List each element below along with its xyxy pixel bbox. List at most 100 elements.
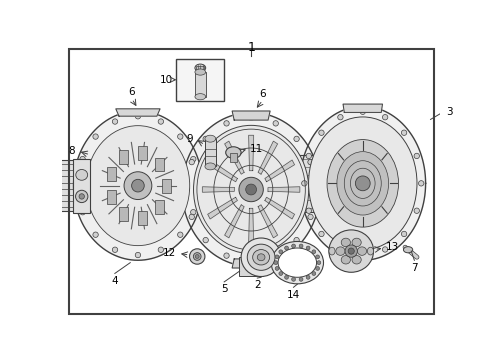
Polygon shape [208, 160, 237, 182]
Ellipse shape [241, 238, 281, 276]
Circle shape [191, 156, 196, 162]
Bar [155, 200, 164, 214]
Text: 4: 4 [112, 276, 118, 286]
Circle shape [313, 187, 318, 192]
Circle shape [279, 271, 283, 275]
Circle shape [279, 250, 283, 254]
Ellipse shape [195, 69, 206, 75]
Circle shape [285, 275, 289, 279]
Ellipse shape [341, 238, 350, 247]
Circle shape [275, 266, 279, 270]
Circle shape [135, 113, 141, 119]
Polygon shape [224, 205, 244, 238]
Text: 7: 7 [411, 263, 417, 273]
Polygon shape [249, 135, 253, 171]
Ellipse shape [257, 254, 265, 261]
Circle shape [224, 121, 229, 126]
Circle shape [302, 181, 307, 186]
Polygon shape [268, 187, 300, 192]
Text: 3: 3 [446, 107, 453, 117]
Circle shape [306, 153, 312, 159]
Polygon shape [265, 197, 294, 219]
Polygon shape [224, 141, 244, 174]
Circle shape [414, 208, 419, 213]
Polygon shape [258, 141, 278, 174]
Circle shape [338, 247, 343, 252]
Ellipse shape [195, 94, 206, 100]
Polygon shape [249, 208, 253, 244]
Ellipse shape [341, 256, 350, 264]
Bar [176, 59, 224, 101]
Ellipse shape [253, 249, 270, 265]
Circle shape [360, 252, 366, 258]
Circle shape [308, 159, 313, 165]
Circle shape [239, 177, 263, 202]
Circle shape [308, 214, 313, 220]
Circle shape [275, 255, 279, 259]
Ellipse shape [368, 247, 373, 255]
Circle shape [177, 134, 183, 139]
Text: 10: 10 [159, 75, 172, 85]
Circle shape [306, 208, 312, 213]
Circle shape [224, 253, 229, 258]
Ellipse shape [309, 117, 417, 250]
Circle shape [360, 109, 366, 114]
Circle shape [319, 130, 324, 135]
Circle shape [312, 271, 316, 275]
Circle shape [189, 159, 195, 165]
Circle shape [124, 172, 152, 199]
Polygon shape [116, 109, 160, 116]
Circle shape [414, 153, 419, 159]
Polygon shape [300, 106, 426, 260]
Circle shape [93, 232, 98, 237]
Circle shape [112, 247, 118, 252]
Text: 5: 5 [221, 284, 227, 294]
Text: 11: 11 [249, 144, 263, 154]
Ellipse shape [120, 165, 156, 206]
Circle shape [382, 114, 388, 120]
Circle shape [294, 238, 299, 243]
Circle shape [112, 119, 118, 124]
Circle shape [93, 134, 98, 139]
Circle shape [292, 278, 295, 281]
Circle shape [306, 246, 310, 250]
Bar [205, 139, 216, 166]
Circle shape [158, 119, 164, 124]
Bar [162, 179, 171, 193]
Bar [196, 66, 204, 76]
Ellipse shape [194, 125, 309, 254]
Ellipse shape [336, 247, 345, 255]
Circle shape [196, 255, 199, 258]
Ellipse shape [327, 140, 398, 227]
Polygon shape [74, 111, 202, 260]
Ellipse shape [329, 247, 335, 255]
Polygon shape [232, 111, 270, 120]
Polygon shape [258, 205, 278, 238]
Bar [138, 211, 147, 225]
Circle shape [273, 121, 278, 126]
Circle shape [158, 247, 164, 252]
Circle shape [248, 115, 254, 121]
Circle shape [132, 179, 144, 192]
Polygon shape [208, 197, 237, 219]
Circle shape [348, 248, 354, 254]
Ellipse shape [195, 64, 206, 72]
Polygon shape [232, 259, 270, 268]
Circle shape [79, 194, 84, 199]
Bar [239, 257, 263, 276]
Circle shape [75, 190, 88, 203]
Text: 6: 6 [128, 87, 135, 97]
Ellipse shape [205, 135, 216, 142]
Circle shape [191, 210, 196, 215]
Circle shape [190, 249, 205, 264]
Text: 2: 2 [254, 280, 261, 291]
Bar [229, 153, 237, 162]
Circle shape [177, 232, 183, 237]
Bar [107, 190, 116, 204]
Circle shape [292, 244, 295, 248]
Polygon shape [202, 187, 234, 192]
Circle shape [382, 247, 388, 252]
Ellipse shape [205, 163, 216, 170]
Bar [74, 159, 90, 213]
Bar [119, 207, 128, 221]
